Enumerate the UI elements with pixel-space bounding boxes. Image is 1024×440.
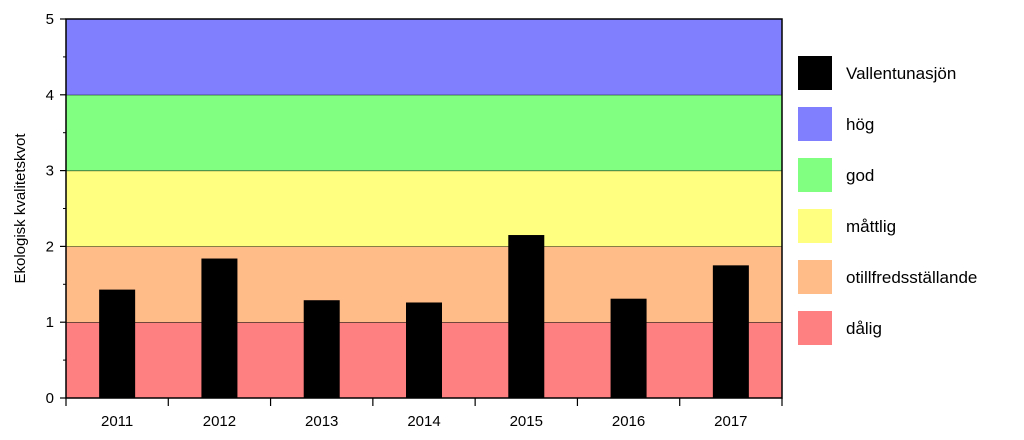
legend-label: måttlig — [846, 217, 896, 236]
legend-label: dålig — [846, 319, 882, 338]
y-tick-label: 0 — [46, 390, 54, 407]
legend-label: Vallentunasjön — [846, 64, 956, 83]
legend-swatch — [798, 260, 832, 294]
bar-2016 — [610, 298, 647, 398]
legend-swatch — [798, 56, 832, 90]
x-tick-label: 2013 — [305, 413, 338, 430]
band-2 — [66, 170, 782, 247]
bar-2017 — [712, 265, 749, 398]
legend-label: otillfredsställande — [846, 268, 977, 287]
bar-2015 — [508, 235, 545, 398]
x-tick-label: 2017 — [714, 413, 747, 430]
bar-2014 — [406, 302, 442, 398]
legend: Vallentunasjön hög god måttlig otillfredsstä… — [798, 56, 977, 345]
x-tick-label: 2016 — [612, 413, 645, 430]
y-tick-label: 2 — [46, 238, 54, 255]
y-tick-label: 3 — [46, 163, 54, 180]
legend-swatch — [798, 311, 832, 345]
y-tick-label: 1 — [46, 314, 54, 331]
x-tick-label: 2015 — [510, 413, 543, 430]
x-axis: 2011 2012 2013 2014 2015 2016 2017 — [65, 398, 783, 430]
legend-label: god — [846, 166, 874, 185]
x-tick-label: 2014 — [407, 413, 440, 430]
x-tick-label: 2011 — [101, 413, 133, 430]
legend-label: hög — [846, 115, 874, 134]
legend-swatch — [798, 158, 832, 192]
y-axis: 0 1 2 3 4 5 — [46, 11, 66, 407]
quality-bands — [66, 18, 782, 398]
bar-2013 — [303, 300, 340, 398]
bar-2012 — [201, 258, 238, 398]
y-tick-label: 4 — [46, 87, 54, 104]
bar-2011 — [99, 289, 136, 398]
x-tick-label: 2012 — [203, 413, 236, 430]
bar-series — [99, 235, 749, 398]
legend-swatch — [798, 209, 832, 243]
y-axis-title: Ekologisk kvalitetskvot — [12, 133, 29, 284]
y-tick-label: 5 — [46, 11, 54, 28]
legend-swatch — [798, 107, 832, 141]
band-3 — [66, 94, 782, 171]
band-4 — [66, 19, 782, 95]
